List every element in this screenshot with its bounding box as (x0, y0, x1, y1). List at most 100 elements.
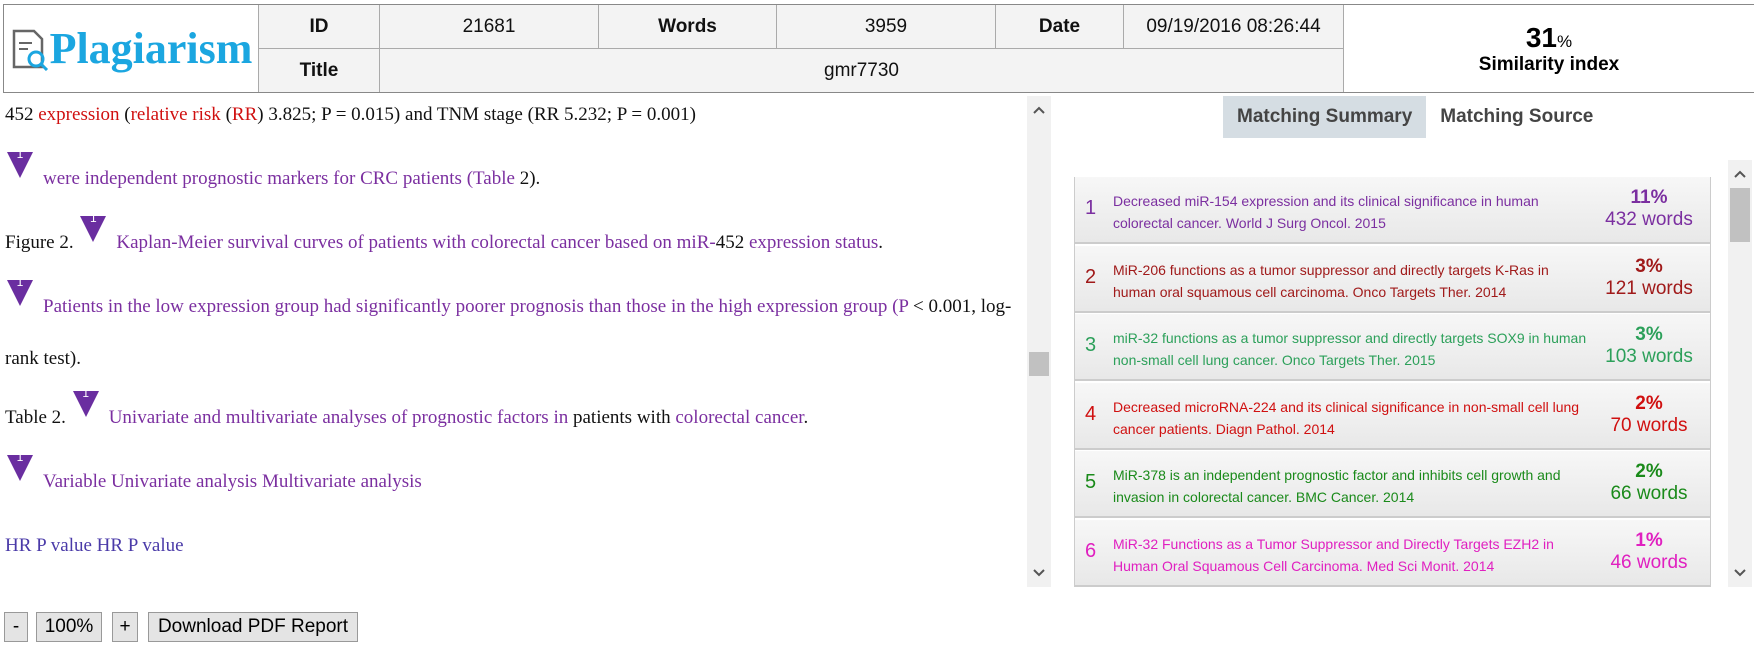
source-stats: 2% 70 words (1594, 393, 1704, 437)
marker-triangle (7, 280, 33, 306)
source-row[interactable]: 3 miR-32 functions as a tumor suppressor … (1075, 314, 1710, 381)
zoom-out-button[interactable]: - (4, 612, 28, 642)
similarity-value: 31 (1525, 21, 1558, 53)
tab[interactable]: Matching Summary (1223, 96, 1427, 138)
marker-number: 1 (16, 275, 24, 289)
source-words: 70 words (1610, 414, 1688, 436)
paragraph: Table 2. 1 Univariate and multivariate an… (5, 386, 1020, 444)
match-marker: 1 (5, 275, 35, 314)
paragraph: 452 expression (relative risk (RR) 3.825… (5, 96, 1020, 141)
date-label: Date (996, 5, 1124, 49)
text-run: Figure 2. (5, 232, 79, 253)
text-run: were independent prognostic markers for … (43, 168, 515, 189)
source-title: MiR-378 is an independent prognostic fac… (1113, 467, 1561, 505)
source-percent: 1% (1635, 529, 1663, 551)
text-run: Table 2. (5, 407, 71, 428)
text-run: < 0.001, log-rank test). (5, 296, 1012, 369)
match-marker: 1 (71, 386, 101, 425)
tab[interactable]: Matching Source (1440, 106, 1594, 127)
tabs: Matching Summary Matching Source (1223, 96, 1607, 138)
text-run: 452 (5, 104, 39, 125)
source-words: 432 words (1605, 209, 1693, 230)
zoom-in-button[interactable]: + (112, 612, 138, 642)
text-run: patients with (568, 407, 676, 428)
logo-text: Plagiarism (49, 24, 253, 73)
text-run: . (878, 232, 883, 253)
logo: Plagiarism (4, 5, 259, 92)
text-run: relative risk (130, 104, 221, 125)
source-row[interactable]: 6 MiR-32 Functions as a Tumor Suppressor … (1075, 519, 1710, 587)
text-run: Patients in the low expression group had… (43, 296, 909, 317)
doc-scrollbar[interactable] (1027, 96, 1051, 587)
date-value: 09/19/2016 08:26:44 (1124, 5, 1344, 49)
source-stats: 11% 432 words (1594, 187, 1704, 231)
source-percent: 2% (1635, 461, 1663, 482)
document-text: 452 expression (relative risk (RR) 3.825… (0, 96, 1025, 587)
text-run: RR (231, 104, 258, 125)
text-run: Kaplan-Meier survival curves of patients… (116, 232, 716, 253)
source-row[interactable]: 2 MiR-206 functions as a tumor suppressor… (1075, 245, 1710, 313)
source-stats: 3% 103 words (1594, 324, 1704, 368)
paragraph: HR P value HR P value (5, 520, 1020, 572)
paragraph: 1 Patients in the low expression group ha… (5, 275, 1020, 385)
source-title: Decreased microRNA-224 and its clinical … (1113, 398, 1580, 437)
text-run: Univariate and multivariate analyses of … (108, 407, 569, 428)
text-run: 2). (514, 168, 541, 189)
source-percent: 2% (1635, 392, 1663, 414)
id-value: 21681 (380, 5, 599, 49)
source-title: MiR-206 functions as a tumor suppressor … (1113, 261, 1549, 300)
marker-number: 1 (90, 211, 97, 225)
words-label: Words (599, 5, 777, 49)
match-marker: 1 (78, 211, 108, 250)
text-run: Variable Univariate analysis Multivariat… (43, 471, 422, 492)
id-label: ID (259, 5, 380, 49)
text-run: colorectal cancer (675, 407, 804, 428)
source-number: 3 (1085, 334, 1097, 356)
source-number: 1 (1085, 197, 1097, 219)
similarity-sign: % (1557, 31, 1573, 51)
source-words: 103 words (1605, 346, 1693, 367)
title-label: Title (259, 49, 380, 92)
source-percent: 3% (1635, 255, 1663, 277)
source-title: Decreased miR-154 expression and its cli… (1113, 193, 1539, 231)
source-words: 46 words (1610, 551, 1688, 573)
source-percent: 11% (1630, 187, 1668, 208)
paragraph: 1 Variable Univariate analysis Multivaria… (5, 450, 1020, 508)
scroll-arrows (1029, 106, 1049, 577)
source-title: miR-32 functions as a tumor suppressor a… (1113, 330, 1587, 368)
zoom-level[interactable]: 100% (36, 612, 102, 642)
source-title: MiR-32 Functions as a Tumor Suppressor a… (1113, 535, 1554, 574)
marker-number: 1 (16, 450, 24, 464)
download-button[interactable]: Download PDF Report (148, 612, 358, 642)
marker-triangle (72, 391, 99, 417)
match-marker: 1 (5, 450, 35, 489)
source-number: 2 (1085, 265, 1097, 288)
source-number: 4 (1085, 402, 1097, 425)
source-number: 5 (1085, 471, 1097, 493)
source-words: 66 words (1610, 483, 1688, 504)
source-row[interactable]: 4 Decreased microRNA-224 and its clinical… (1075, 382, 1710, 450)
text-run: ( (119, 104, 131, 125)
source-row[interactable]: 5 MiR-378 is an independent prognostic fa… (1075, 451, 1710, 518)
source-words: 121 words (1605, 277, 1693, 299)
marker-number: 1 (16, 147, 24, 161)
marker-number: 1 (82, 386, 90, 400)
text-run: expression (38, 104, 120, 125)
list-scrollbar[interactable] (1728, 160, 1752, 587)
text-run: 452 (715, 232, 745, 253)
report-header: Plagiarism ID 21681 Words 3959 Date 09/1… (3, 4, 1754, 93)
text-run: expression status (744, 232, 879, 253)
text-run: . (803, 407, 809, 428)
source-percent: 3% (1635, 324, 1663, 345)
source-list: 1 Decreased miR-154 expression and its cl… (1074, 177, 1711, 587)
title-value: gmr7730 (380, 49, 1344, 92)
marker-triangle (7, 455, 33, 481)
marker-triangle (7, 152, 33, 178)
marker-triangle (80, 216, 107, 242)
source-stats: 3% 121 words (1594, 256, 1704, 300)
text-run: HR P value HR P value (5, 535, 184, 556)
source-row[interactable]: 1 Decreased miR-154 expression and its cl… (1075, 177, 1710, 244)
source-stats: 2% 66 words (1594, 461, 1704, 505)
words-value: 3959 (777, 5, 996, 49)
